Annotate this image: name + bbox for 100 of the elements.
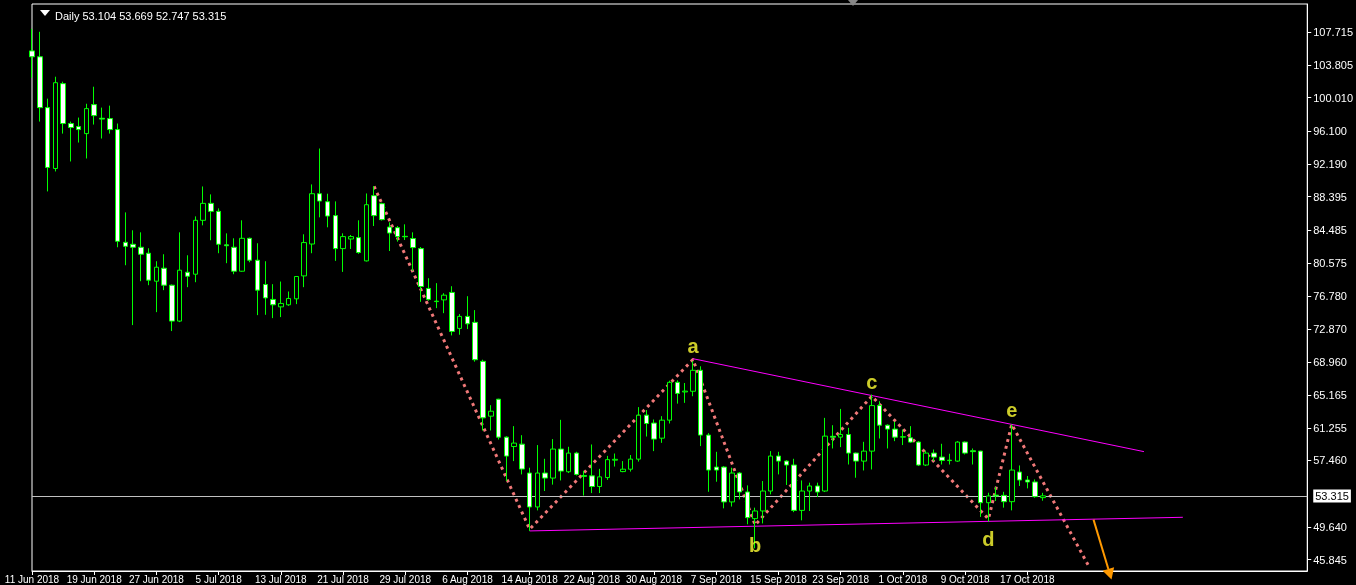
candlestick: [892, 421, 898, 442]
candlestick: [885, 423, 890, 449]
candlestick: [535, 444, 540, 511]
candlestick: [426, 277, 431, 302]
candlestick: [154, 260, 159, 313]
x-tick-label: 22 Aug 2018: [563, 573, 621, 585]
candlestick: [721, 465, 727, 509]
candlestick: [527, 467, 532, 532]
candlestick: [480, 359, 486, 432]
x-tick-label: 27 Jun 2018: [128, 573, 185, 585]
candlestick: [146, 247, 151, 286]
text: Daily 53.104 53.669 52.747 53.315: [55, 9, 227, 22]
candlestick: [986, 492, 991, 523]
candlestick: [955, 440, 960, 463]
y-tick-label: 76.780: [1313, 289, 1347, 302]
candlestick: [107, 105, 113, 135]
candlestick: [877, 400, 882, 439]
candlestick: [239, 219, 245, 273]
y-tick-label: 72.870: [1313, 323, 1347, 336]
candlestick: [496, 398, 501, 441]
candlestick: [978, 450, 983, 518]
x-tick-label: 13 Jul 2018: [254, 573, 308, 585]
candlestick: [231, 237, 237, 275]
candlestick: [224, 232, 229, 264]
candlestick: [371, 185, 377, 227]
candlestick: [776, 451, 781, 475]
candlestick: [1025, 475, 1030, 489]
candlestick: [387, 221, 392, 252]
candlestick: [317, 148, 322, 218]
candlestick: [853, 451, 859, 479]
x-tick-label: 11 Jun 2018: [4, 573, 60, 585]
candlestick: [45, 98, 50, 192]
x-tick-label: 19 Jun 2018: [66, 573, 123, 585]
candlestick: [682, 382, 688, 404]
candlestick: [177, 231, 182, 323]
annotation: e: [1006, 399, 1018, 422]
candlestick: [768, 450, 773, 495]
candlestick: [822, 417, 828, 493]
candlestick: [263, 260, 268, 316]
candlestick: [916, 440, 921, 467]
candlestick: [830, 424, 836, 449]
x-tick-label: 15 Sep 2018: [750, 573, 808, 585]
candlestick: [690, 360, 696, 397]
candlestick: [737, 471, 742, 500]
x-tick-label: 30 Aug 2018: [625, 573, 683, 585]
candlestick: [76, 117, 81, 144]
candlestick: [1017, 464, 1022, 487]
candlestick: [667, 380, 672, 424]
candlestick: [115, 123, 120, 248]
candlestick: [138, 231, 144, 282]
y-tick-label: 57.460: [1313, 454, 1347, 467]
candlestick: [900, 429, 906, 446]
candlestick: [784, 459, 789, 486]
candlestick: [1032, 478, 1038, 499]
candlestick: [612, 453, 618, 468]
y-tick-label: 68.960: [1313, 356, 1347, 369]
y-tick-label: 92.190: [1313, 158, 1347, 171]
candlestick: [636, 406, 641, 463]
candlestick: [488, 404, 494, 431]
candlestick: [504, 435, 509, 482]
candlestick: [558, 419, 564, 481]
candlestick: [169, 284, 175, 332]
candlestick: [542, 458, 548, 492]
candlestick: [838, 408, 843, 448]
candlestick: [791, 458, 797, 513]
candlestick: [799, 479, 805, 521]
y-tick-label: 88.395: [1313, 190, 1347, 203]
candlestick: [993, 486, 999, 502]
x-tick-label: 7 Sep 2018: [690, 573, 743, 585]
candlestick: [294, 275, 299, 305]
candlestick: [402, 223, 408, 241]
annotation: b: [749, 533, 762, 556]
annotation: d: [982, 527, 995, 550]
candlestick: [200, 185, 206, 226]
candlestick: [581, 470, 587, 497]
y-tick-label: 80.575: [1313, 257, 1347, 270]
candlestick: [861, 441, 867, 471]
x-tick-label: 14 Aug 2018: [501, 573, 559, 585]
y-tick-label: 65.165: [1313, 388, 1347, 401]
candlestick: [472, 309, 478, 363]
candlestick: [574, 451, 579, 477]
candlestick: [68, 121, 74, 162]
candlestick: [1001, 491, 1007, 509]
candlestick: [185, 254, 190, 288]
candlestick: [325, 193, 330, 228]
x-tick-label: 6 Aug 2018: [442, 573, 494, 585]
candlestick: [869, 394, 875, 470]
y-tick-label: 100.010: [1313, 91, 1353, 104]
candlestick: [457, 313, 462, 336]
candlestick: [962, 440, 968, 455]
candlestick: [161, 253, 167, 291]
candlestick: [301, 233, 307, 288]
candlestick: [99, 107, 105, 140]
x-tick-label: 5 Jul 2018: [195, 573, 243, 585]
candlestick: [698, 365, 703, 447]
candlestick: [970, 447, 976, 466]
ref-line-label: 53.315: [1315, 489, 1349, 502]
candlestick: [37, 31, 43, 123]
candlestick: [931, 449, 937, 462]
y-tick-label: 103.805: [1313, 59, 1353, 72]
